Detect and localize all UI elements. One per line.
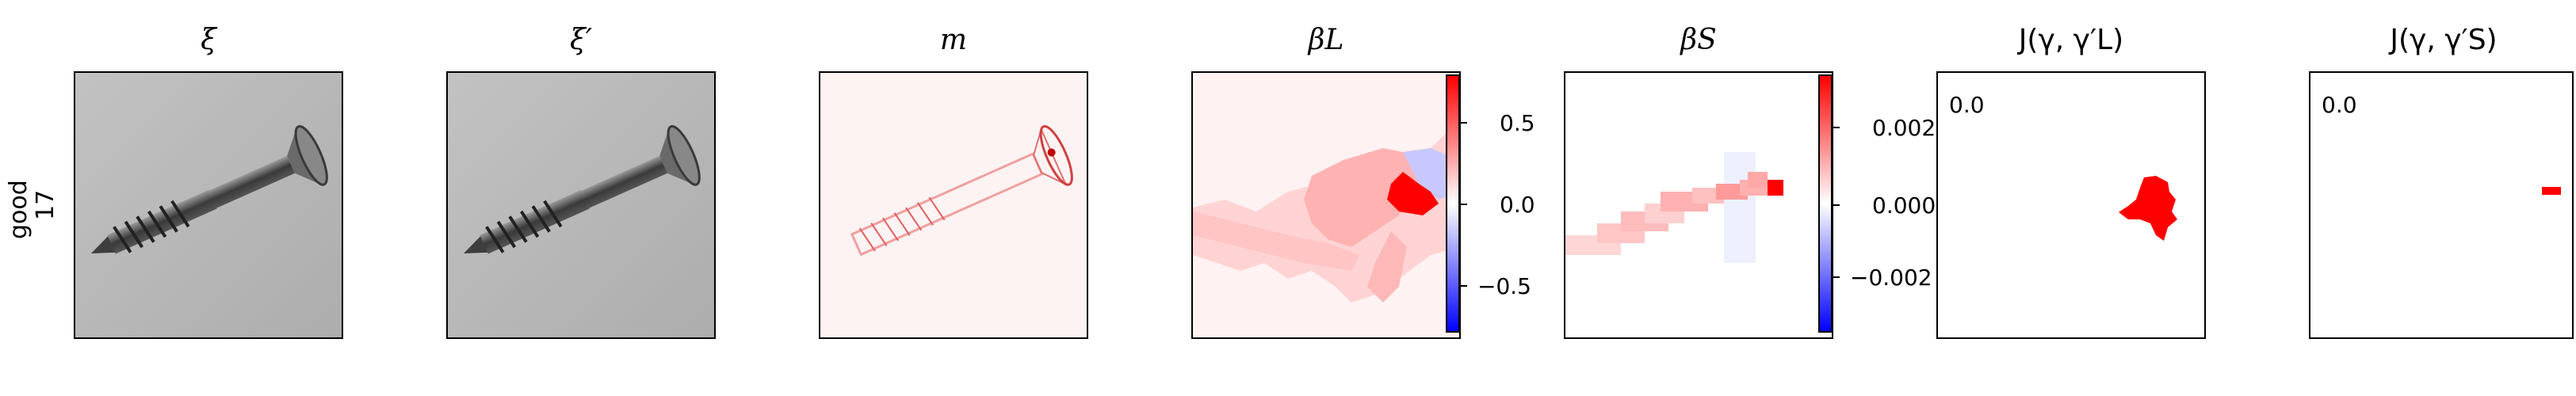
cbar-tick-label: −0.002	[1850, 265, 1932, 291]
panel-title-beta-l: βL	[1191, 24, 1461, 56]
overlay-value: 0.0	[1949, 92, 1985, 118]
binary-mask-icon	[2542, 187, 2561, 195]
diverging-heatmap-icon	[820, 73, 1087, 337]
panel-title-j-s: J(γ, γ′S)	[2390, 24, 2498, 56]
cbar-tick-label: 0.5	[1500, 110, 1535, 136]
panel-title-beta-s: βS	[1680, 24, 1717, 56]
colorbar-beta-s	[1818, 74, 1833, 333]
mask-j-s: 0.0	[2309, 71, 2574, 339]
cbar-tick-label: −0.5	[1477, 273, 1531, 299]
overlay-value: 0.0	[2322, 92, 2357, 118]
row-label-class: good	[5, 180, 32, 239]
panel-title-m: m	[939, 24, 968, 56]
heatmap-beta-l	[1191, 71, 1461, 339]
cbar-tick	[1460, 204, 1467, 205]
colorbar-beta-l	[1446, 74, 1460, 333]
cbar-tick	[1460, 122, 1467, 124]
screw-photo-icon	[75, 73, 342, 337]
image-m	[819, 71, 1088, 339]
row-label-index: 17	[32, 189, 59, 220]
binary-mask-icon	[2119, 176, 2177, 241]
cbar-tick-label: 0.002	[1872, 115, 1936, 141]
diverging-heatmap-icon	[1193, 73, 1459, 337]
cbar-tick	[1833, 127, 1840, 128]
heatmap-beta-s	[1564, 71, 1833, 339]
panel-title-xi: ξ	[201, 24, 216, 56]
image-xi	[74, 71, 343, 339]
cbar-tick-label: 0.0	[1500, 192, 1535, 218]
cbar-tick	[1460, 285, 1467, 287]
panel-title-xi-prime: ξ′	[569, 24, 592, 56]
cbar-tick-label: 0.000	[1872, 192, 1936, 219]
beta-l-title-text: βL	[1308, 24, 1344, 56]
panel-title-j-l: J(γ, γ′L)	[2018, 24, 2124, 56]
screw-photo-icon	[448, 73, 714, 337]
diverging-heatmap-icon	[1565, 73, 1832, 337]
cbar-tick	[1833, 204, 1840, 206]
image-xi-prime	[446, 71, 716, 339]
row-label: good 17	[0, 150, 63, 253]
mask-j-l: 0.0	[1936, 71, 2206, 339]
cbar-tick	[1833, 276, 1840, 278]
